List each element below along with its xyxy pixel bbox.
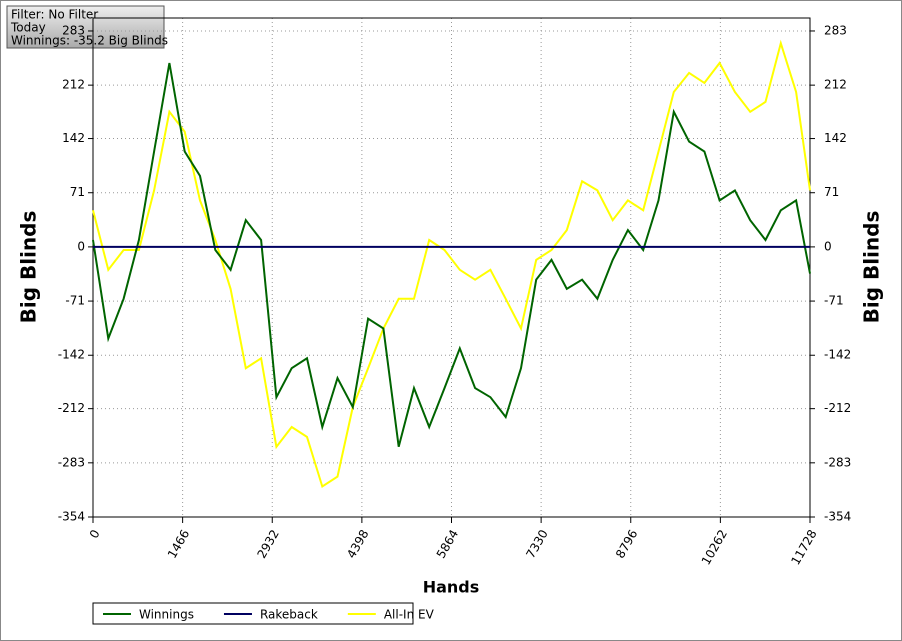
plot-border <box>92 17 811 518</box>
legend-label: All-In EV <box>384 608 435 622</box>
y-tick-label: -212 <box>58 401 85 415</box>
y2-tick-label: 71 <box>824 185 839 199</box>
info-winnings: Winnings: -35.2 Big Blinds <box>11 34 168 48</box>
y-tick-label: -354 <box>58 510 85 524</box>
y2-tick-label: -212 <box>824 401 851 415</box>
y2-tick-label: -142 <box>824 348 851 362</box>
y2-tick-label: 142 <box>824 131 847 145</box>
legend-label: Winnings <box>139 608 194 622</box>
y2-tick-label: -283 <box>824 455 851 469</box>
y2-tick-label: -354 <box>824 510 851 524</box>
y2-tick-label: 0 <box>824 239 832 253</box>
y-tick-label: -142 <box>58 348 85 362</box>
y-tick-label: 71 <box>70 185 85 199</box>
info-filter: Filter: No Filter <box>11 8 98 22</box>
y-tick-label: 283 <box>62 23 85 37</box>
y2-tick-label: 283 <box>824 23 847 37</box>
legend-label: Rakeback <box>260 608 318 622</box>
y-tick-label: 212 <box>62 78 85 92</box>
x-axis-label: Hands <box>423 578 480 597</box>
info-box <box>6 5 165 49</box>
y-tick-label: 0 <box>77 239 85 253</box>
y-tick-label: -283 <box>58 455 85 469</box>
legend <box>92 602 414 625</box>
y2-tick-label: -71 <box>824 294 844 308</box>
series-line <box>92 62 811 448</box>
info-period: Today <box>10 21 46 35</box>
y-axis-label: Big Blinds <box>17 211 41 324</box>
y2-tick-label: 212 <box>824 78 847 92</box>
y2-axis-label: Big Blinds <box>860 211 884 324</box>
y-tick-label: -71 <box>65 294 85 308</box>
y-tick-label: 142 <box>62 131 85 145</box>
